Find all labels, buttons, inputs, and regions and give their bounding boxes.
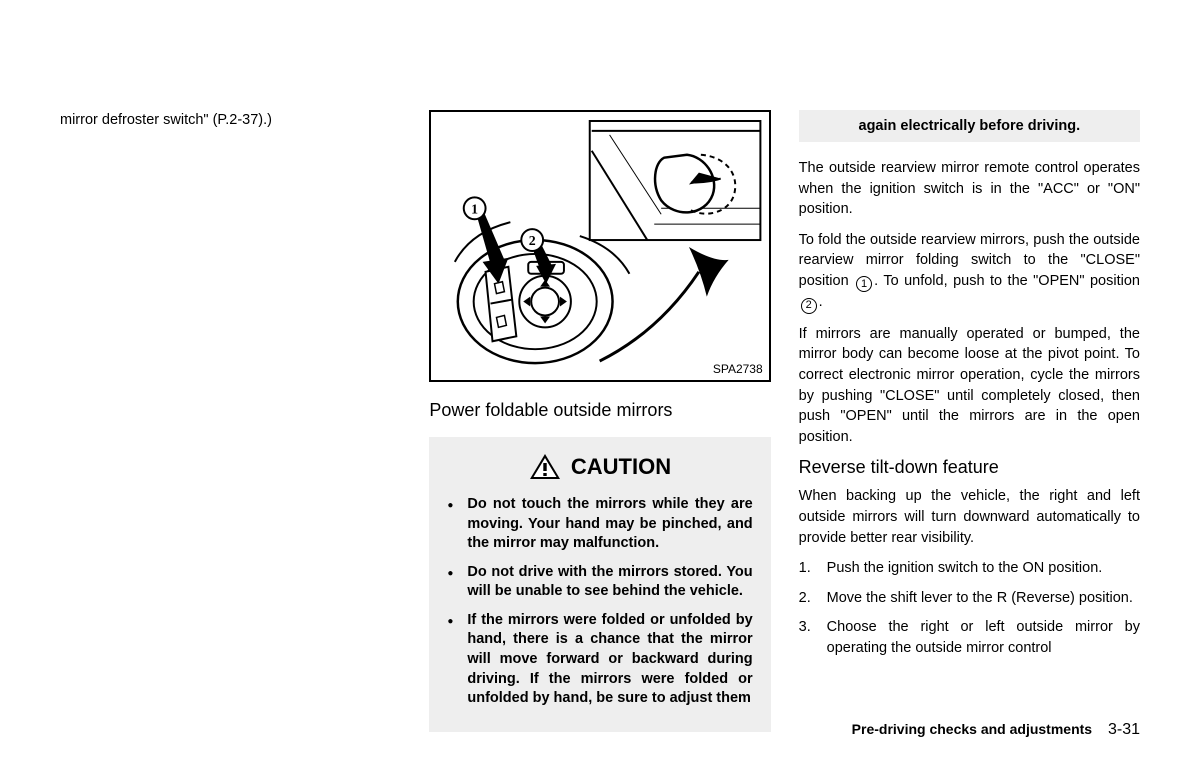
step-item: Push the ignition switch to the ON posit… bbox=[799, 558, 1140, 579]
foldable-heading: Power foldable outside mirrors bbox=[429, 400, 770, 421]
continuation-bar: again electrically before driving. bbox=[799, 110, 1140, 142]
caution-title: CAUTION bbox=[571, 454, 671, 480]
para-manual: If mirrors are manually operated or bump… bbox=[799, 324, 1140, 447]
reverse-steps: Push the ignition switch to the ON posit… bbox=[799, 558, 1140, 658]
circled-1-inline: 1 bbox=[856, 276, 872, 292]
para-fold: To fold the outside rearview mirrors, pu… bbox=[799, 230, 1140, 314]
column-3: again electrically before driving. The o… bbox=[799, 110, 1140, 732]
caution-box: CAUTION Do not touch the mirrors while t… bbox=[429, 437, 770, 732]
caution-item: Do not touch the mirrors while they are … bbox=[447, 495, 752, 554]
col1-fragment: mirror defroster switch" (P.2-37).) bbox=[60, 110, 401, 131]
warning-triangle-icon bbox=[529, 453, 561, 481]
page-footer: Pre-driving checks and adjustments 3-31 bbox=[852, 721, 1140, 739]
caution-item: Do not drive with the mirrors stored. Yo… bbox=[447, 563, 752, 602]
reverse-heading: Reverse tilt-down feature bbox=[799, 457, 1140, 478]
caution-header: CAUTION bbox=[447, 453, 752, 481]
mirror-diagram-svg: 1 2 bbox=[431, 112, 768, 380]
circled-2-inline: 2 bbox=[801, 298, 817, 314]
caution-item: If the mirrors were folded or unfolded b… bbox=[447, 611, 752, 709]
step-item: Move the shift lever to the R (Reverse) … bbox=[799, 588, 1140, 609]
para-ignition: The outside rearview mirror remote contr… bbox=[799, 158, 1140, 220]
page-columns: mirror defroster switch" (P.2-37).) bbox=[60, 110, 1140, 732]
figure-code: SPA2738 bbox=[713, 362, 763, 376]
column-1: mirror defroster switch" (P.2-37).) bbox=[60, 110, 401, 732]
footer-section: Pre-driving checks and adjustments bbox=[852, 721, 1092, 737]
svg-text:2: 2 bbox=[529, 234, 536, 249]
step-item: Choose the right or left outside mirror … bbox=[799, 617, 1140, 658]
svg-text:1: 1 bbox=[472, 202, 479, 217]
caution-list: Do not touch the mirrors while they are … bbox=[447, 495, 752, 709]
footer-page: 3-31 bbox=[1108, 721, 1140, 738]
mirror-switch-figure: 1 2 SPA2738 bbox=[429, 110, 770, 382]
column-2: 1 2 SPA2738 Power foldable outside mirro… bbox=[429, 110, 770, 732]
para-reverse: When backing up the vehicle, the right a… bbox=[799, 486, 1140, 548]
